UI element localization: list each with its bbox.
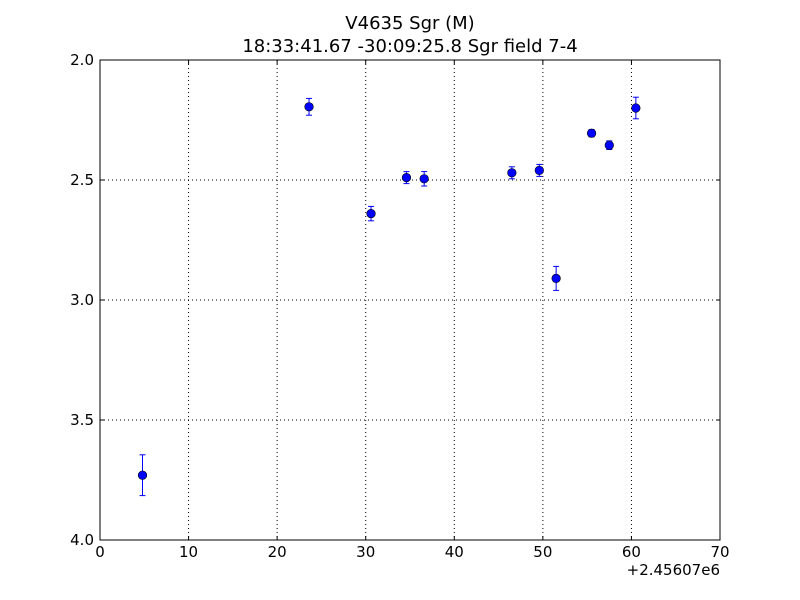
- data-point-group: [304, 97, 314, 116]
- data-point: [507, 168, 517, 178]
- data-point-group: [137, 454, 148, 497]
- data-point: [401, 173, 412, 183]
- x-tick-label: 50: [533, 543, 552, 561]
- data-point-group: [419, 171, 429, 187]
- data-point: [137, 470, 148, 480]
- y-tick-label: 4.0: [70, 531, 94, 549]
- y-tick-label: 2.5: [70, 171, 94, 189]
- data-point-group: [366, 205, 376, 222]
- data-point-group: [534, 163, 544, 177]
- data-point: [551, 273, 561, 284]
- x-tick-label: 70: [710, 543, 729, 561]
- chart-subtitle: 18:33:41.67 -30:09:25.8 Sgr field 7-4: [242, 36, 577, 57]
- data-point-group: [551, 265, 561, 291]
- data-point-group: [401, 171, 412, 185]
- y-tick-label: 2.0: [70, 51, 94, 69]
- data-point: [366, 209, 376, 219]
- data-point-group: [631, 96, 641, 120]
- x-tick-label: 20: [268, 543, 287, 561]
- x-tick-label: 10: [179, 543, 198, 561]
- data-point: [631, 103, 641, 113]
- data-point: [304, 102, 314, 112]
- data-point: [604, 140, 614, 150]
- y-tick-label: 3.5: [70, 411, 94, 429]
- data-point-group: [586, 128, 597, 138]
- x-tick-label: 30: [356, 543, 375, 561]
- data-point-group: [507, 166, 517, 180]
- data-point: [586, 128, 597, 138]
- data-points: [137, 96, 641, 497]
- x-axis-offset-label: +2.45607e6: [627, 561, 720, 579]
- x-tick-label: 0: [95, 543, 105, 561]
- grid: [100, 60, 720, 540]
- data-point-group: [604, 140, 614, 151]
- data-point: [534, 165, 544, 175]
- axis-ticks: 0 10 20 30 40 50 60 70 2.0 2.5 3.0 3.5 4.0: [70, 51, 729, 561]
- x-tick-label: 60: [622, 543, 641, 561]
- y-tick-label: 3.0: [70, 291, 94, 309]
- chart-title: V4635 Sgr (M): [345, 13, 474, 34]
- data-point: [419, 174, 429, 184]
- x-tick-label: 40: [445, 543, 464, 561]
